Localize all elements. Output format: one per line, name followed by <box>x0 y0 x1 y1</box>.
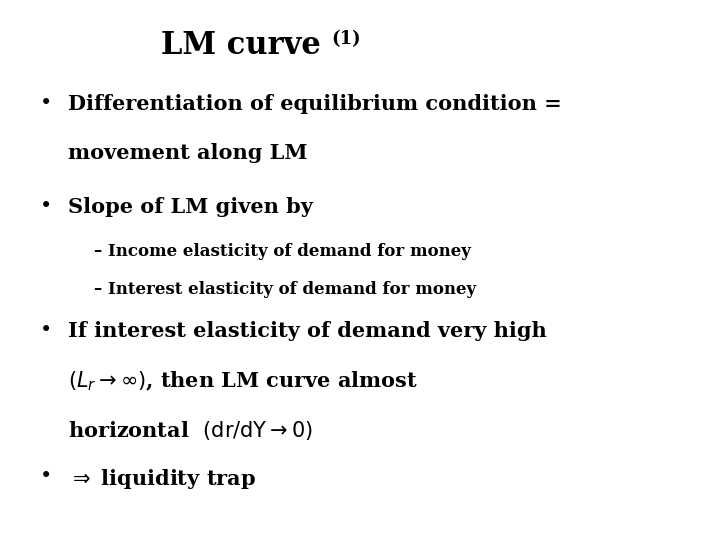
Text: (1): (1) <box>331 30 361 48</box>
Text: •: • <box>40 467 52 486</box>
Text: movement along LM: movement along LM <box>68 143 308 163</box>
Text: $\Rightarrow$ liquidity trap: $\Rightarrow$ liquidity trap <box>68 467 256 491</box>
Text: horizontal  $\left(\mathrm{dr/dY} \rightarrow 0\right)$: horizontal $\left(\mathrm{dr/dY} \righta… <box>68 418 313 442</box>
Text: LM curve: LM curve <box>161 30 331 60</box>
Text: If interest elasticity of demand very high: If interest elasticity of demand very hi… <box>68 321 547 341</box>
Text: •: • <box>40 197 52 216</box>
Text: Slope of LM given by: Slope of LM given by <box>68 197 313 217</box>
Text: •: • <box>40 321 52 340</box>
Text: •: • <box>40 94 52 113</box>
Text: – Income elasticity of demand for money: – Income elasticity of demand for money <box>94 243 470 260</box>
Text: Differentiation of equilibrium condition =: Differentiation of equilibrium condition… <box>68 94 562 114</box>
Text: – Interest elasticity of demand for money: – Interest elasticity of demand for mone… <box>94 281 476 298</box>
Text: $\left(L_r \rightarrow \infty\right)$, then LM curve almost: $\left(L_r \rightarrow \infty\right)$, t… <box>68 370 418 393</box>
